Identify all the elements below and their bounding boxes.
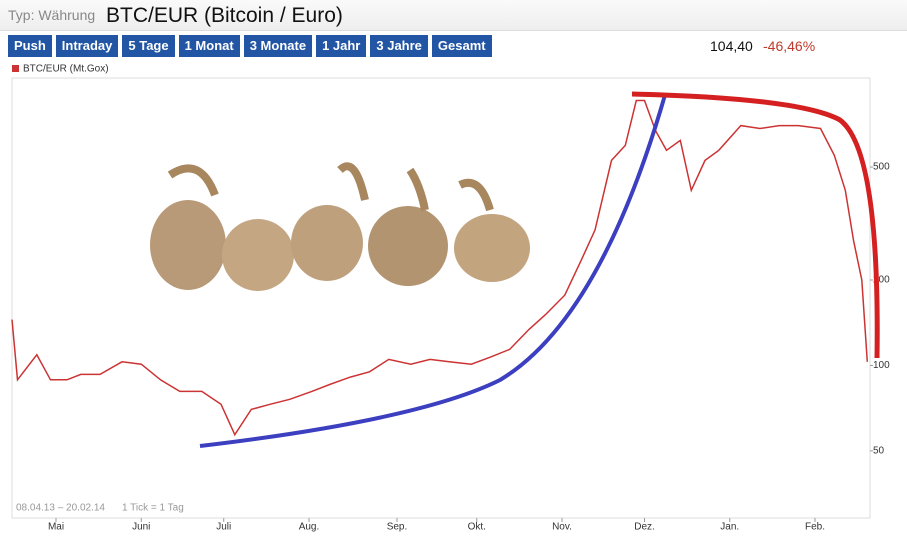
legend-swatch bbox=[12, 65, 19, 72]
range-button[interactable]: 1 Monat bbox=[178, 35, 240, 57]
trend-red bbox=[631, 91, 880, 359]
trend-blue bbox=[199, 94, 667, 448]
tick-note: 1 Tick = 1 Tag bbox=[122, 503, 184, 514]
y-tick-label: 100 bbox=[873, 360, 890, 371]
y-tick-label: 500 bbox=[873, 162, 890, 173]
legend-label: BTC/EUR (Mt.Gox) bbox=[23, 64, 109, 75]
x-tick-label: Sep. bbox=[387, 522, 408, 533]
x-tick-label: Juni bbox=[132, 522, 150, 533]
date-range: 08.04.13 – 20.02.14 bbox=[16, 503, 105, 514]
x-tick-label: Mai bbox=[48, 522, 64, 533]
y-tick-label: 200 bbox=[873, 275, 890, 286]
range-button[interactable]: 3 Monate bbox=[243, 35, 313, 57]
x-tick-label: Aug. bbox=[299, 522, 320, 533]
change: -46,46% bbox=[763, 38, 816, 54]
x-tick-label: Nov. bbox=[552, 522, 572, 533]
x-tick-label: Jan. bbox=[720, 522, 739, 533]
chart: BTC/EUR (Mt.Gox) 50 100 200 500 Mai Juni Juli Au… bbox=[11, 64, 890, 533]
range-button[interactable]: Gesamt bbox=[431, 35, 492, 57]
x-tick-label: Okt. bbox=[468, 522, 486, 533]
range-button[interactable]: Push bbox=[8, 35, 52, 57]
y-tick-label: 50 bbox=[873, 446, 885, 457]
title: BTC/EUR (Bitcoin / Euro) bbox=[106, 4, 343, 27]
range-button[interactable]: 5 Tage bbox=[122, 35, 175, 57]
range-button[interactable]: 3 Jahre bbox=[370, 35, 428, 57]
plot-frame bbox=[11, 77, 871, 519]
bulbs-image bbox=[138, 160, 534, 291]
price-line bbox=[11, 99, 869, 437]
price: 104,40 bbox=[710, 38, 753, 54]
range-button[interactable]: Intraday bbox=[55, 35, 119, 57]
x-tick-label: Dez. bbox=[634, 522, 655, 533]
type-label: Typ: Währung bbox=[8, 7, 96, 23]
x-tick-label: Juli bbox=[216, 522, 231, 533]
range-buttons: Push Intraday 5 Tage 1 Monat 3 Monate 1 Jahr 3… bbox=[8, 35, 492, 57]
range-button[interactable]: 1 Jahr bbox=[316, 35, 367, 57]
header: Typ: Währung BTC/EUR (Bitcoin / Euro) bbox=[0, 0, 907, 31]
x-tick-label: Feb. bbox=[805, 522, 825, 533]
